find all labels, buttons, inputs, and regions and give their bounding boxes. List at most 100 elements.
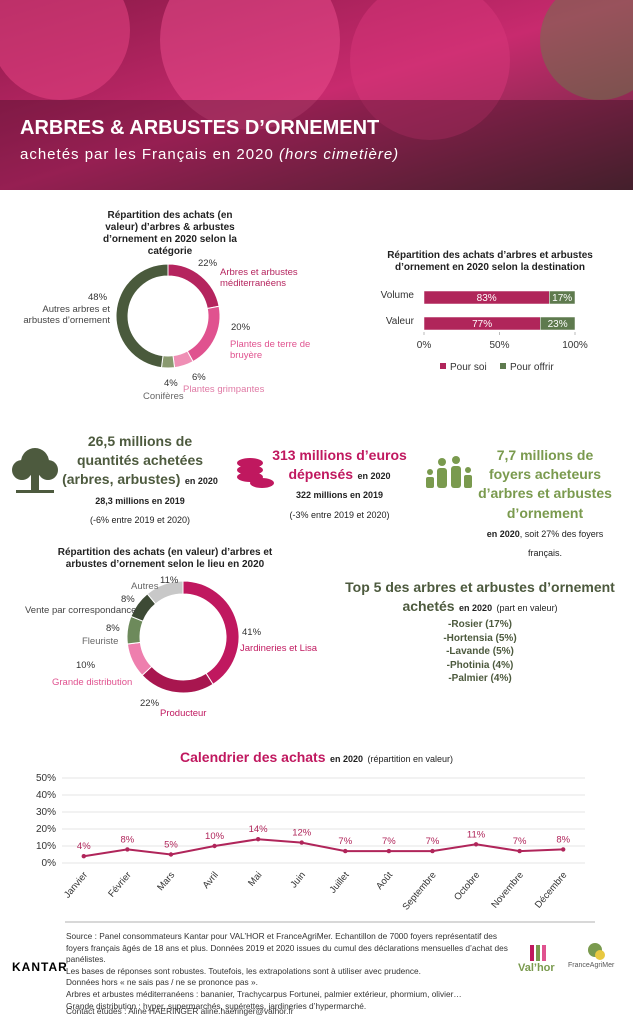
title: ARBRES & ARBUSTES D’ORNEMENT — [20, 117, 380, 139]
x-tick-label: 50% — [489, 340, 509, 351]
slice-value-label: 10% — [76, 660, 96, 671]
x-tick-label: Juillet — [328, 870, 352, 896]
stat-headline: 313 millions d’euros dépensés — [272, 447, 407, 483]
slice-value-label: 8% — [121, 594, 135, 605]
slice-name: Plantes grimpantes — [183, 384, 265, 395]
line-point — [168, 852, 174, 857]
point-value-label: 11% — [467, 829, 486, 840]
line-point — [299, 840, 304, 845]
line-series — [83, 838, 564, 858]
header-shade — [0, 100, 633, 190]
bar-value-label: 83% — [477, 293, 497, 304]
coins-icon — [237, 458, 274, 488]
stat-spending: 313 millions d’euros dépensés en 2020 32… — [272, 446, 407, 523]
stat-headline: 26,5 millions de quantités achetées (arb… — [62, 433, 204, 488]
petal — [350, 0, 510, 140]
slice-name: Autres arbres et arbustes d’ornement — [23, 304, 110, 326]
slice-value-label: 4% — [164, 378, 178, 389]
franceagrimer-logo — [588, 943, 605, 960]
top5: Top 5 des arbres et arbustes d’ornement … — [345, 578, 615, 686]
stat-quantity: 26,5 millions de quantités achetées (arb… — [60, 432, 220, 528]
line-point — [517, 848, 522, 854]
leaf — [540, 0, 633, 100]
x-tick-label: Mai — [246, 870, 264, 889]
top5-item: -Rosier (17%) — [448, 619, 512, 631]
y-tick-label: 10% — [36, 841, 56, 852]
point-value-label: 7% — [338, 836, 352, 847]
line-subtitle: (répartition en valeur) — [367, 754, 453, 764]
x-tick-label: Janvier — [62, 870, 90, 901]
tree-icon — [12, 448, 58, 493]
petal — [0, 0, 130, 100]
line-point — [343, 848, 348, 854]
stat-headline: 7,7 millions de foyers acheteurs d’arbre… — [478, 447, 612, 521]
line-title-note: en 2020 — [329, 754, 363, 764]
subtitle-text: achetés par les Français en 2020 — [20, 146, 274, 163]
footer-line: Grande distribution : hyper, supermarché… — [66, 1000, 367, 1011]
stat-detail: , soit 27% des foyers français. — [519, 528, 604, 558]
x-tick-label: Août — [374, 870, 395, 892]
slice-value-label: 22% — [198, 258, 218, 269]
bar-value-label: 23% — [548, 319, 568, 330]
x-tick-label: Septembre — [400, 870, 438, 913]
footer-line: Source : Panel consommateurs Kantar pour… — [66, 931, 508, 965]
franceagrimer-name: FranceAgriMer — [568, 962, 615, 969]
valhor-name: Val’hor — [518, 962, 555, 974]
stat-previous: 28,3 millions en 2019 — [95, 495, 185, 506]
petal — [160, 0, 340, 130]
slice-name: Plantes de terre de bruyère — [230, 339, 311, 361]
line-point — [561, 847, 566, 852]
line-point — [430, 848, 435, 854]
legend-label: Pour soi — [450, 362, 487, 373]
point-value-label: 5% — [164, 840, 178, 851]
y-tick-label: 0% — [42, 858, 57, 869]
donut-slice — [126, 641, 153, 677]
stat-change: (-6% entre 2019 et 2020) — [89, 514, 191, 525]
slice-name: Grande distribution — [52, 677, 133, 688]
legend-swatch — [500, 363, 506, 369]
point-value-label: 8% — [121, 834, 135, 845]
y-tick-label: 50% — [36, 773, 56, 784]
kantar-logo: KANTAR — [12, 960, 68, 974]
top5-item: -Hortensia (5%) — [443, 632, 517, 644]
footer-line: Arbres et arbustes méditerranéens : bana… — [66, 989, 462, 1000]
line-point — [81, 854, 86, 859]
y-tick-label: Volume — [380, 290, 414, 301]
line-point — [125, 847, 130, 852]
footer-contact: Contact études : Aline HAERINGER aline.h… — [66, 1006, 294, 1016]
chart-title: Répartition des achats (en valeur) d’arb… — [57, 547, 273, 570]
stat-previous: 322 millions en 2019 — [295, 490, 384, 501]
slice-value-label: 20% — [231, 322, 251, 333]
slice-value-label: 6% — [192, 372, 206, 383]
subtitle-note: (hors cimetière) — [278, 146, 400, 163]
slice-value-label: 22% — [140, 698, 160, 709]
y-tick-label: 20% — [36, 824, 56, 835]
stat-change: (-3% entre 2019 et 2020) — [289, 509, 390, 520]
x-tick-label: Juin — [288, 870, 308, 890]
point-value-label: 8% — [556, 834, 570, 845]
x-tick-label: Décembre — [533, 870, 570, 911]
x-tick-label: 0% — [417, 340, 432, 351]
stat-year: en 2020 — [184, 476, 218, 487]
slice-value-label: 8% — [106, 623, 120, 634]
family-icon — [426, 456, 472, 488]
donut-slice — [115, 263, 169, 369]
footer-line: Données hors « ne sais pas / ne se prono… — [66, 977, 258, 988]
donut-slice — [186, 305, 221, 363]
line-point — [473, 842, 479, 847]
line-point — [386, 848, 392, 854]
donut-slice — [160, 355, 176, 369]
slice-name: Vente par correspondance — [25, 605, 137, 616]
top5-note: (part en valeur) — [496, 603, 558, 614]
slice-value-label: 41% — [242, 627, 262, 638]
donut-slice — [146, 580, 184, 605]
bar-value-label: 77% — [472, 319, 492, 330]
point-value-label: 7% — [382, 836, 396, 847]
stat-households: 7,7 millions de foyers acheteurs d’arbre… — [475, 446, 615, 561]
bar-segment — [540, 316, 576, 331]
top5-year: en 2020 — [459, 603, 493, 614]
legend-label: Pour offrir — [510, 362, 554, 373]
x-tick-label: Octobre — [452, 870, 482, 903]
